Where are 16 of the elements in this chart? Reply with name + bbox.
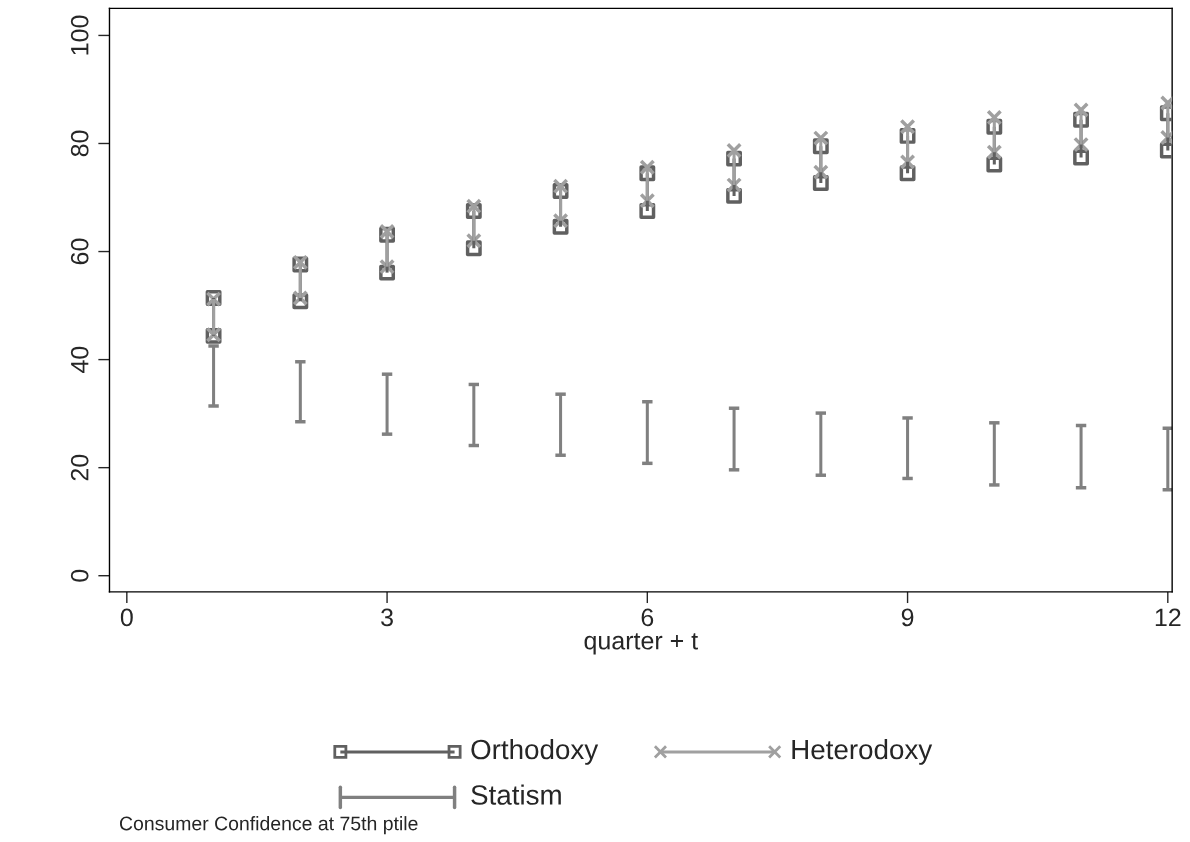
x-axis-title: quarter + t [584, 633, 698, 655]
y-tick-label: 20 [70, 454, 89, 481]
x-tick-label: 6 [641, 608, 654, 627]
legend-label: Heterodoxy [792, 738, 933, 765]
y-tick-label: 40 [70, 346, 89, 373]
x-tick-label: 0 [120, 608, 133, 627]
y-tick-label: 100 [70, 15, 89, 55]
legend-label: Statism [471, 784, 561, 805]
x-tick-label: 3 [381, 608, 393, 627]
y-tick-label: 60 [70, 238, 89, 265]
legend-label: Orthodoxy [471, 738, 599, 765]
x-tick-label: 9 [901, 608, 914, 627]
x-tick-label: 12 [1155, 608, 1181, 627]
y-tick-label: 0 [70, 569, 89, 582]
text: Consumer Confidence at 75th ptile [119, 816, 418, 835]
y-tick-label: 80 [70, 130, 89, 157]
